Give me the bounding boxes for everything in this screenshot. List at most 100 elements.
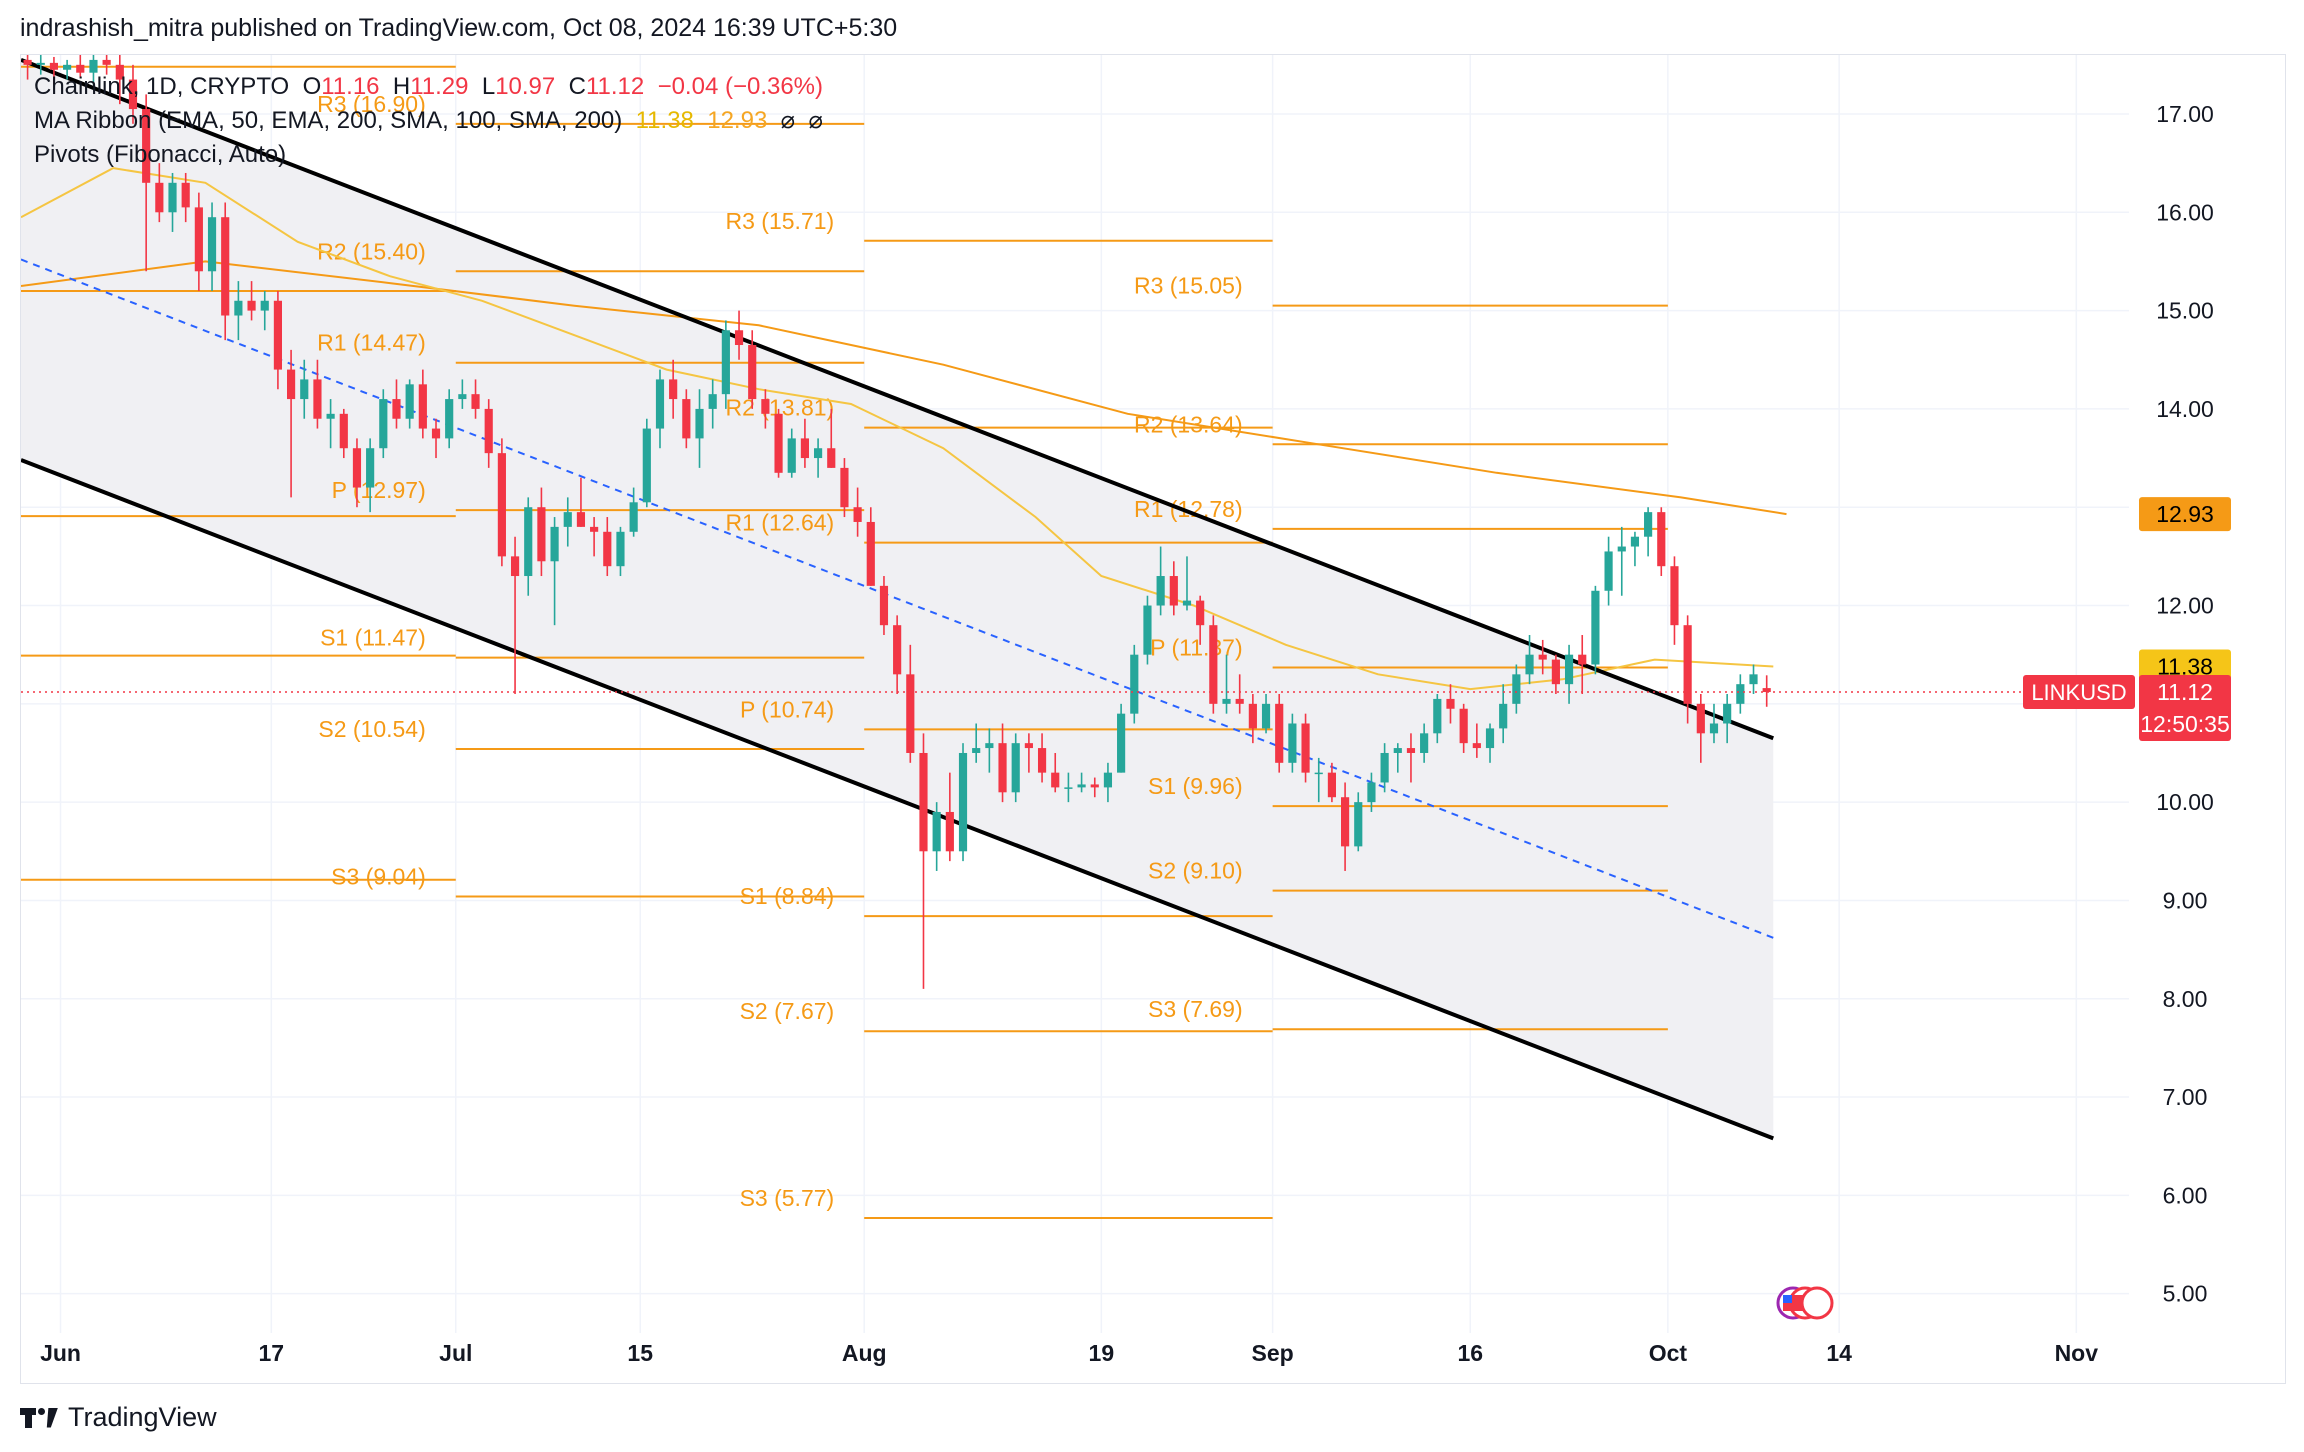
candle-body: [1393, 748, 1402, 753]
legend-pivots-row[interactable]: Pivots (Fibonacci, Auto): [34, 138, 823, 172]
legend-low-label: L: [481, 73, 496, 100]
candle-body: [1564, 654, 1574, 685]
pivot-period-2: R3 (16.90) R2 (15.40) R1 (14.47) P (12.97) S…: [317, 91, 865, 898]
candle: [405, 379, 414, 429]
candle-body: [1617, 546, 1626, 552]
candle: [748, 330, 757, 409]
candle: [814, 438, 823, 478]
candle-body: [1630, 536, 1640, 547]
legend-symbol-row[interactable]: Chainlink, 1D, CRYPTO O11.16 H11.29 L10.…: [34, 70, 823, 104]
legend-open-value: 11.16: [321, 73, 380, 100]
candle-body: [1512, 674, 1521, 704]
price-tick-label: 7.00: [2163, 1084, 2208, 1110]
candle-body: [1762, 688, 1771, 693]
candle-body: [563, 512, 572, 527]
price-tick-label: 15.00: [2156, 298, 2214, 324]
candle-body: [1130, 654, 1139, 714]
time-tick-label: Aug: [842, 1340, 887, 1366]
candle: [563, 497, 572, 547]
pivot-label-s2: S2 (10.54): [318, 716, 425, 742]
time-tick-label: 15: [627, 1340, 653, 1366]
candle: [1024, 733, 1033, 773]
candle-body: [63, 64, 72, 70]
candle-body: [827, 448, 836, 468]
candle-body: [352, 448, 362, 488]
candle: [49, 56, 59, 85]
candle-body: [142, 109, 151, 183]
pivot-label-r1: R1 (12.64): [726, 510, 835, 536]
candle: [431, 418, 441, 459]
candle-body: [1420, 733, 1429, 753]
candle-body: [840, 467, 849, 508]
legend-ma-value-3: ⌀: [780, 107, 796, 134]
candle: [761, 389, 770, 429]
pivot-label-s3: S3 (5.77): [740, 1185, 835, 1211]
candle-body: [458, 394, 467, 400]
candle: [1301, 713, 1310, 783]
price-badge-value: 11.12: [2157, 679, 2213, 705]
candle: [879, 576, 889, 636]
candle: [1275, 694, 1284, 773]
candle-body: [445, 399, 454, 439]
candle-body: [155, 182, 164, 213]
tradingview-logo-icon: [20, 1406, 58, 1430]
candle: [1749, 664, 1758, 694]
candle-body: [1024, 743, 1033, 749]
candle: [1604, 536, 1613, 606]
candle-body: [879, 585, 889, 626]
candle-body: [431, 428, 441, 439]
candle: [1077, 772, 1086, 793]
footer-brand[interactable]: TradingView: [20, 1402, 217, 1433]
candle: [155, 163, 164, 223]
candle-body: [576, 512, 586, 527]
candle-body: [866, 521, 875, 586]
candle: [76, 55, 85, 77]
candle: [1314, 757, 1323, 803]
candle-body: [1472, 743, 1481, 749]
legend-low-value: 10.97: [495, 73, 556, 100]
candle-body: [906, 674, 915, 753]
chart-area[interactable]: R1 (17.48)P (15.20)S1 (12.91)S2 (11.49)S…: [20, 54, 2286, 1384]
legend-high-value: 11.29: [410, 73, 469, 100]
candle: [840, 458, 849, 518]
candle: [115, 55, 124, 105]
price-badge-bg: [2139, 675, 2231, 742]
candle: [1037, 733, 1047, 783]
candle-body: [998, 743, 1007, 793]
candle: [1209, 615, 1218, 714]
candle-body: [1354, 802, 1363, 847]
candle: [550, 517, 559, 626]
price-tick-label: 10.00: [2156, 789, 2214, 815]
price-tick-label: 5.00: [2163, 1281, 2208, 1307]
pivot-label-s3: S3 (7.69): [1148, 996, 1243, 1022]
candle-body: [115, 64, 124, 80]
pivot-label-p: P (10.74): [740, 696, 834, 722]
price-tick-label: 8.00: [2163, 986, 2208, 1012]
candle: [945, 772, 954, 862]
candle: [497, 438, 506, 567]
candle-body: [919, 752, 928, 852]
candle: [221, 202, 230, 341]
candle-body: [339, 413, 348, 449]
plot-layer: R1 (17.48)P (15.20)S1 (12.91)S2 (11.49)S…: [21, 55, 1787, 1219]
candle: [919, 733, 928, 989]
candle: [1499, 684, 1508, 744]
candle-body: [471, 394, 480, 409]
legend-ma-row[interactable]: MA Ribbon (EMA, 50, EMA, 200, SMA, 100, …: [34, 104, 823, 138]
candle: [36, 55, 45, 75]
candle-body: [1209, 625, 1218, 704]
candle-body: [1182, 600, 1192, 606]
candle-body: [814, 448, 823, 459]
candle-body: [800, 438, 809, 459]
candle: [1156, 546, 1165, 616]
price-chart[interactable]: R1 (17.48)P (15.20)S1 (12.91)S2 (11.49)S…: [21, 55, 2285, 1383]
candle-body: [497, 453, 506, 557]
candle: [1393, 743, 1402, 773]
price-axis: 5.006.007.008.009.0010.0011.0012.0013.00…: [2023, 101, 2231, 1307]
candle-body: [708, 394, 717, 409]
candle-body: [590, 526, 599, 532]
candle: [1525, 635, 1534, 685]
legend-ma-ribbon: MA Ribbon (EMA, 50, EMA, 200, SMA, 100, …: [34, 107, 623, 134]
price-badge-value: 12.93: [2156, 501, 2214, 527]
candle: [102, 55, 111, 75]
